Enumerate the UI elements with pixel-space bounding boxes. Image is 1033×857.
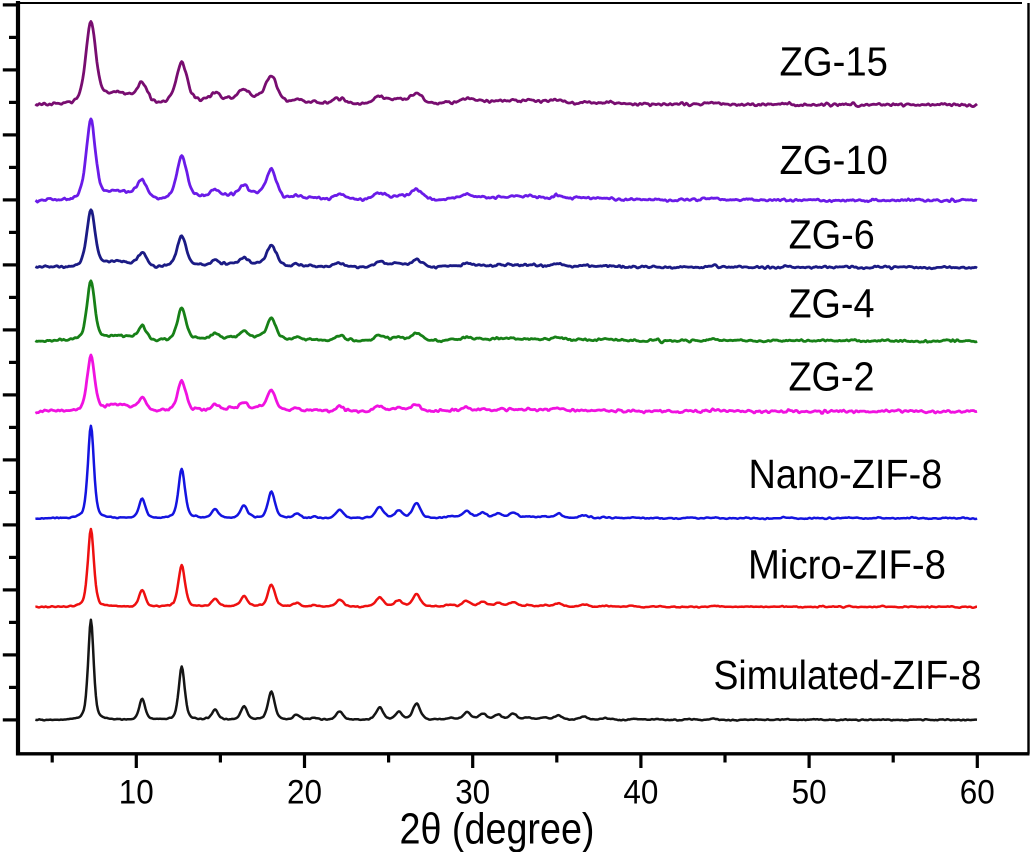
- svg-text:2θ (degree): 2θ (degree): [400, 806, 595, 853]
- svg-text:ZG-15: ZG-15: [779, 38, 888, 84]
- svg-text:10: 10: [119, 773, 154, 811]
- svg-text:Simulated-ZIF-8: Simulated-ZIF-8: [714, 652, 982, 698]
- svg-text:20: 20: [287, 773, 322, 811]
- svg-text:Nano-ZIF-8: Nano-ZIF-8: [749, 451, 943, 497]
- svg-text:ZG-4: ZG-4: [789, 280, 875, 326]
- svg-text:Micro-ZIF-8: Micro-ZIF-8: [748, 541, 946, 587]
- svg-text:30: 30: [455, 773, 490, 811]
- svg-text:ZG-2: ZG-2: [789, 354, 875, 400]
- svg-text:50: 50: [792, 773, 827, 811]
- svg-text:ZG-6: ZG-6: [789, 211, 875, 257]
- svg-text:40: 40: [623, 773, 658, 811]
- svg-text:60: 60: [960, 773, 995, 811]
- svg-text:ZG-10: ZG-10: [779, 137, 888, 183]
